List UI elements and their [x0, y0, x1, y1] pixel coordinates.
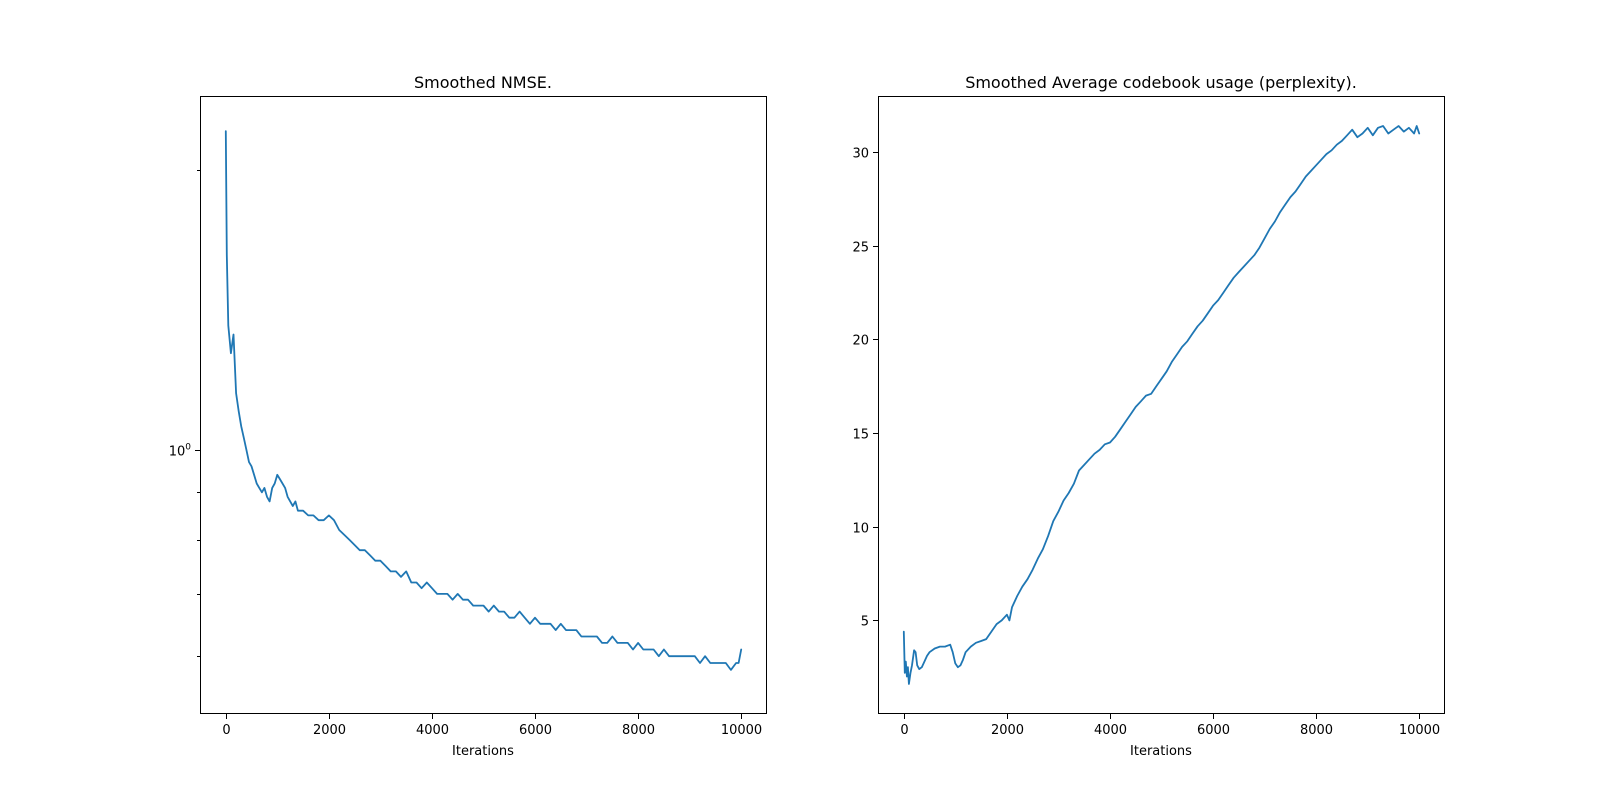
perplexity-chart: Smoothed Average codebook usage (perplex…	[852, 73, 1445, 759]
perplexity-chart-ytick-label: 20	[852, 334, 869, 349]
perplexity-chart-title: Smoothed Average codebook usage (perplex…	[965, 73, 1357, 92]
nmse-chart-xtick-label: 2000	[313, 723, 346, 738]
nmse-chart-ticks: 0 2000 4000 6000 8000 10000 100	[169, 170, 762, 738]
nmse-chart-series-line	[224, 130, 743, 671]
perplexity-chart-ytick-label: 15	[852, 428, 869, 443]
nmse-chart-series	[224, 130, 743, 671]
nmse-chart-xlabel: Iterations	[452, 744, 514, 759]
perplexity-chart-ticks: 0 2000 4000 6000 8000 10000 5 10 15 20 25 30	[852, 147, 1440, 739]
nmse-chart-xtick-label: 4000	[416, 723, 449, 738]
nmse-chart-ytick-label: 100	[169, 443, 192, 460]
perplexity-chart-xtick-label: 0	[900, 723, 908, 738]
nmse-chart-xtick-label: 10000	[721, 723, 762, 738]
perplexity-chart-series-line	[902, 125, 1421, 685]
nmse-chart-xtick-label: 6000	[519, 723, 552, 738]
perplexity-chart-ytick-label: 30	[852, 147, 869, 162]
perplexity-chart-xtick-label: 8000	[1300, 723, 1333, 738]
perplexity-chart-frame	[878, 96, 1445, 714]
perplexity-chart-series	[902, 125, 1421, 685]
nmse-chart-title: Smoothed NMSE.	[414, 73, 552, 92]
nmse-chart-xtick-label: 8000	[622, 723, 655, 738]
perplexity-chart-xtick-label: 10000	[1399, 723, 1440, 738]
perplexity-chart-ytick-label: 5	[861, 615, 869, 630]
nmse-chart-frame	[200, 96, 767, 714]
perplexity-chart-xtick-label: 2000	[991, 723, 1024, 738]
nmse-chart-xtick-label: 0	[222, 723, 230, 738]
nmse-chart: Smoothed NMSE. Iterations 0 2000 4000 6000 8…	[169, 73, 767, 759]
perplexity-chart-xlabel: Iterations	[1130, 744, 1192, 759]
perplexity-chart-ytick-label: 10	[852, 522, 869, 537]
perplexity-chart-ytick-label: 25	[852, 241, 869, 256]
perplexity-chart-xtick-label: 6000	[1197, 723, 1230, 738]
perplexity-chart-xtick-label: 4000	[1094, 723, 1127, 738]
